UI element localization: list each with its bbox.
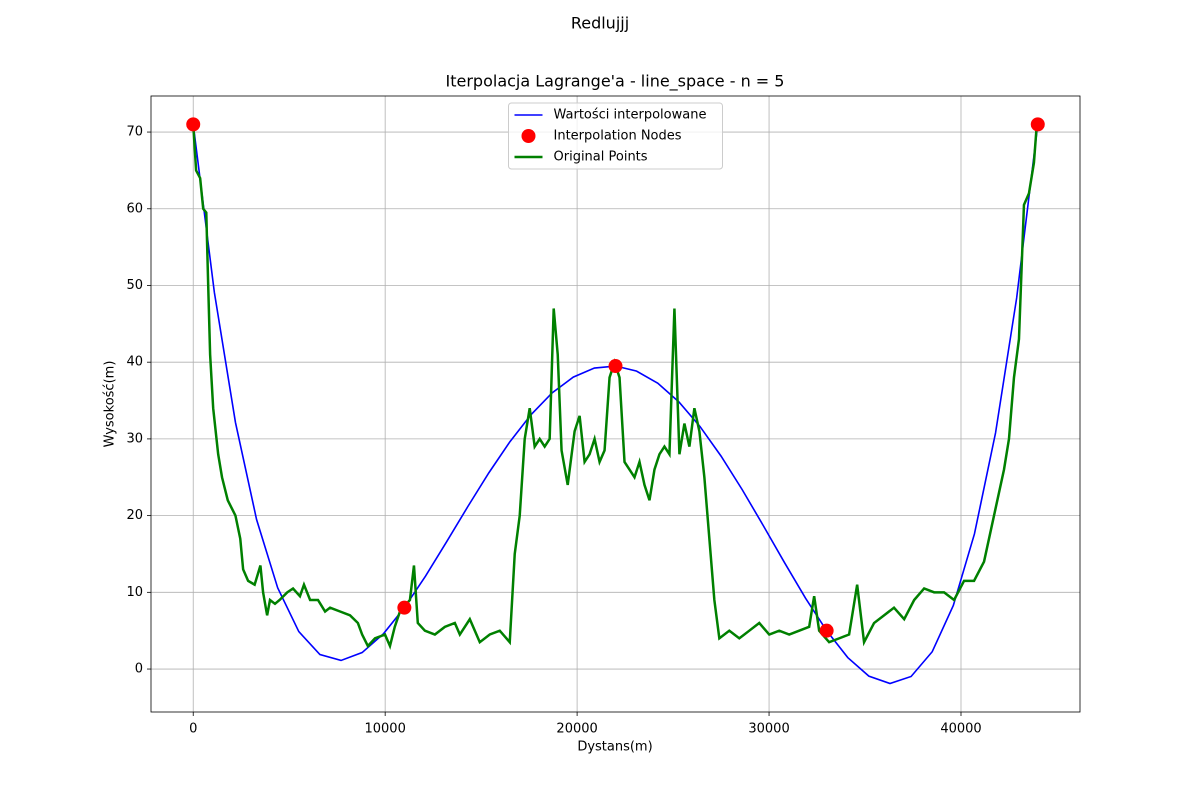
y-axis-label: Wysokość(m) xyxy=(103,361,118,448)
suptitle: Redlujjj xyxy=(571,14,629,33)
y-tick-label: 60 xyxy=(126,201,143,216)
legend-label: Original Points xyxy=(554,150,648,165)
x-tick-label: 20000 xyxy=(556,722,597,737)
x-tick-label: 30000 xyxy=(748,722,789,737)
series-line xyxy=(192,124,1039,685)
x-tick-label: 40000 xyxy=(940,722,981,737)
x-tick-label: 10000 xyxy=(364,722,405,737)
y-tick-label: 50 xyxy=(126,278,143,293)
data-point xyxy=(608,359,623,374)
y-tick-label: 20 xyxy=(126,508,143,523)
legend-marker xyxy=(521,129,536,143)
plot-frame xyxy=(150,95,1081,713)
legend-label: Interpolation Nodes xyxy=(554,129,682,144)
x-axis-label: Dystans(m) xyxy=(577,740,652,755)
data-point xyxy=(819,623,834,638)
y-tick-label: 0 xyxy=(135,662,143,677)
data-point xyxy=(1030,117,1045,132)
series-line xyxy=(191,124,1039,650)
x-tick-label: 0 xyxy=(189,722,197,737)
y-tick-label: 30 xyxy=(126,431,143,446)
y-tick-label: 40 xyxy=(126,355,143,370)
legend-box xyxy=(508,102,723,170)
data-point xyxy=(186,117,201,132)
y-tick-label: 10 xyxy=(126,585,143,600)
data-point xyxy=(397,600,412,615)
chart-title: Iterpolacja Lagrange'a - line_space - n … xyxy=(446,72,785,92)
legend-label: Wartości interpolowane xyxy=(554,108,707,123)
y-tick-label: 70 xyxy=(126,125,143,140)
